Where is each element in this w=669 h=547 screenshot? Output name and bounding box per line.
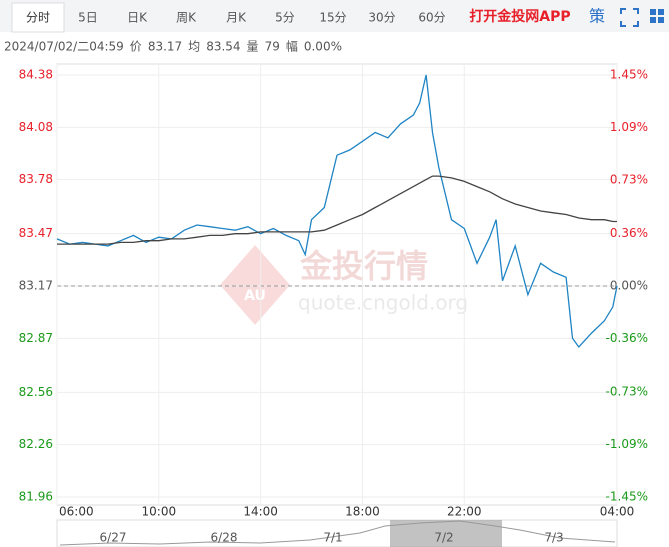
navigator[interactable]: [56, 519, 618, 547]
y2-tick-label: 0.36%: [610, 226, 648, 240]
y2-tick-label: 1.09%: [610, 120, 648, 134]
price-line: [56, 74, 618, 349]
y-tick-label: 84.38: [19, 68, 53, 82]
navigator-label: 6/28: [211, 531, 238, 545]
tab[interactable]: 15分: [319, 11, 346, 25]
x-tick-label: 14:00: [243, 505, 278, 519]
tab[interactable]: 30分: [368, 11, 395, 25]
y-tick-label: 83.17: [19, 279, 53, 293]
y2-tick-label: -1.45%: [606, 490, 648, 504]
app-link[interactable]: 打开金投网APP: [469, 8, 570, 25]
x-tick-label: 18:00: [345, 505, 380, 519]
y-tick-label: 83.78: [19, 172, 53, 186]
info-text: 0.00%: [304, 40, 342, 54]
y-tick-label: 81.96: [19, 490, 53, 504]
fullscreen-icon[interactable]: [620, 8, 639, 27]
x-tick-label: 06:00: [59, 505, 94, 519]
watermark-name: 金投行情: [299, 247, 428, 285]
navigator-label: 7/1: [323, 531, 342, 545]
watermark-url: quote.cngold.org: [298, 291, 468, 315]
y2-tick-label: -0.36%: [606, 331, 648, 345]
y2-tick-label: 0.00%: [610, 279, 648, 293]
y2-tick-label: 1.45%: [610, 68, 648, 82]
watermark-logo: AU: [244, 288, 266, 304]
tab[interactable]: 5日: [78, 11, 98, 25]
info-text: 2024/07/02/二04:59: [4, 40, 124, 54]
info-text: 幅: [286, 39, 298, 54]
info-text: 83.54: [206, 40, 240, 54]
grid-icon[interactable]: [650, 9, 664, 23]
tab[interactable]: 5分: [275, 11, 295, 25]
price-line: [57, 175, 617, 245]
strategy-button[interactable]: 策: [589, 7, 605, 26]
y-tick-label: 82.87: [19, 331, 53, 345]
watermark: AU 金投行情 quote.cngold.org: [220, 245, 468, 325]
info-text: 价: [130, 40, 142, 54]
y2-tick-label: -0.73%: [606, 385, 648, 399]
info-text: 83.17: [148, 40, 182, 54]
info-text: 均: [188, 40, 200, 54]
navigator-label: 7/3: [544, 531, 563, 545]
y2-tick-label: 0.73%: [610, 172, 648, 186]
y-tick-label: 82.56: [19, 385, 53, 399]
navigator-label: 6/27: [100, 531, 127, 545]
tab[interactable]: 月K: [226, 11, 247, 25]
y-tick-label: 84.08: [19, 120, 53, 134]
y-tick-label: 83.47: [19, 226, 53, 240]
info-text: 量: [247, 40, 259, 54]
tab-bar: [0, 0, 669, 32]
active-tab: [11, 2, 65, 33]
x-tick-label: 22:00: [447, 505, 482, 519]
x-tick-label: 04:00: [600, 505, 635, 519]
y-tick-label: 82.26: [19, 437, 53, 451]
navigator-line: [59, 520, 616, 546]
info-text: 79: [265, 40, 280, 54]
navigator-window[interactable]: [390, 520, 502, 547]
tab[interactable]: 60分: [418, 11, 445, 25]
tab[interactable]: 分时: [26, 11, 50, 25]
tab[interactable]: 日K: [127, 11, 148, 25]
y2-tick-label: -1.09%: [606, 437, 648, 451]
tab[interactable]: 周K: [176, 11, 197, 25]
navigator-label: 7/2: [434, 531, 453, 545]
x-tick-label: 10:00: [142, 505, 177, 519]
